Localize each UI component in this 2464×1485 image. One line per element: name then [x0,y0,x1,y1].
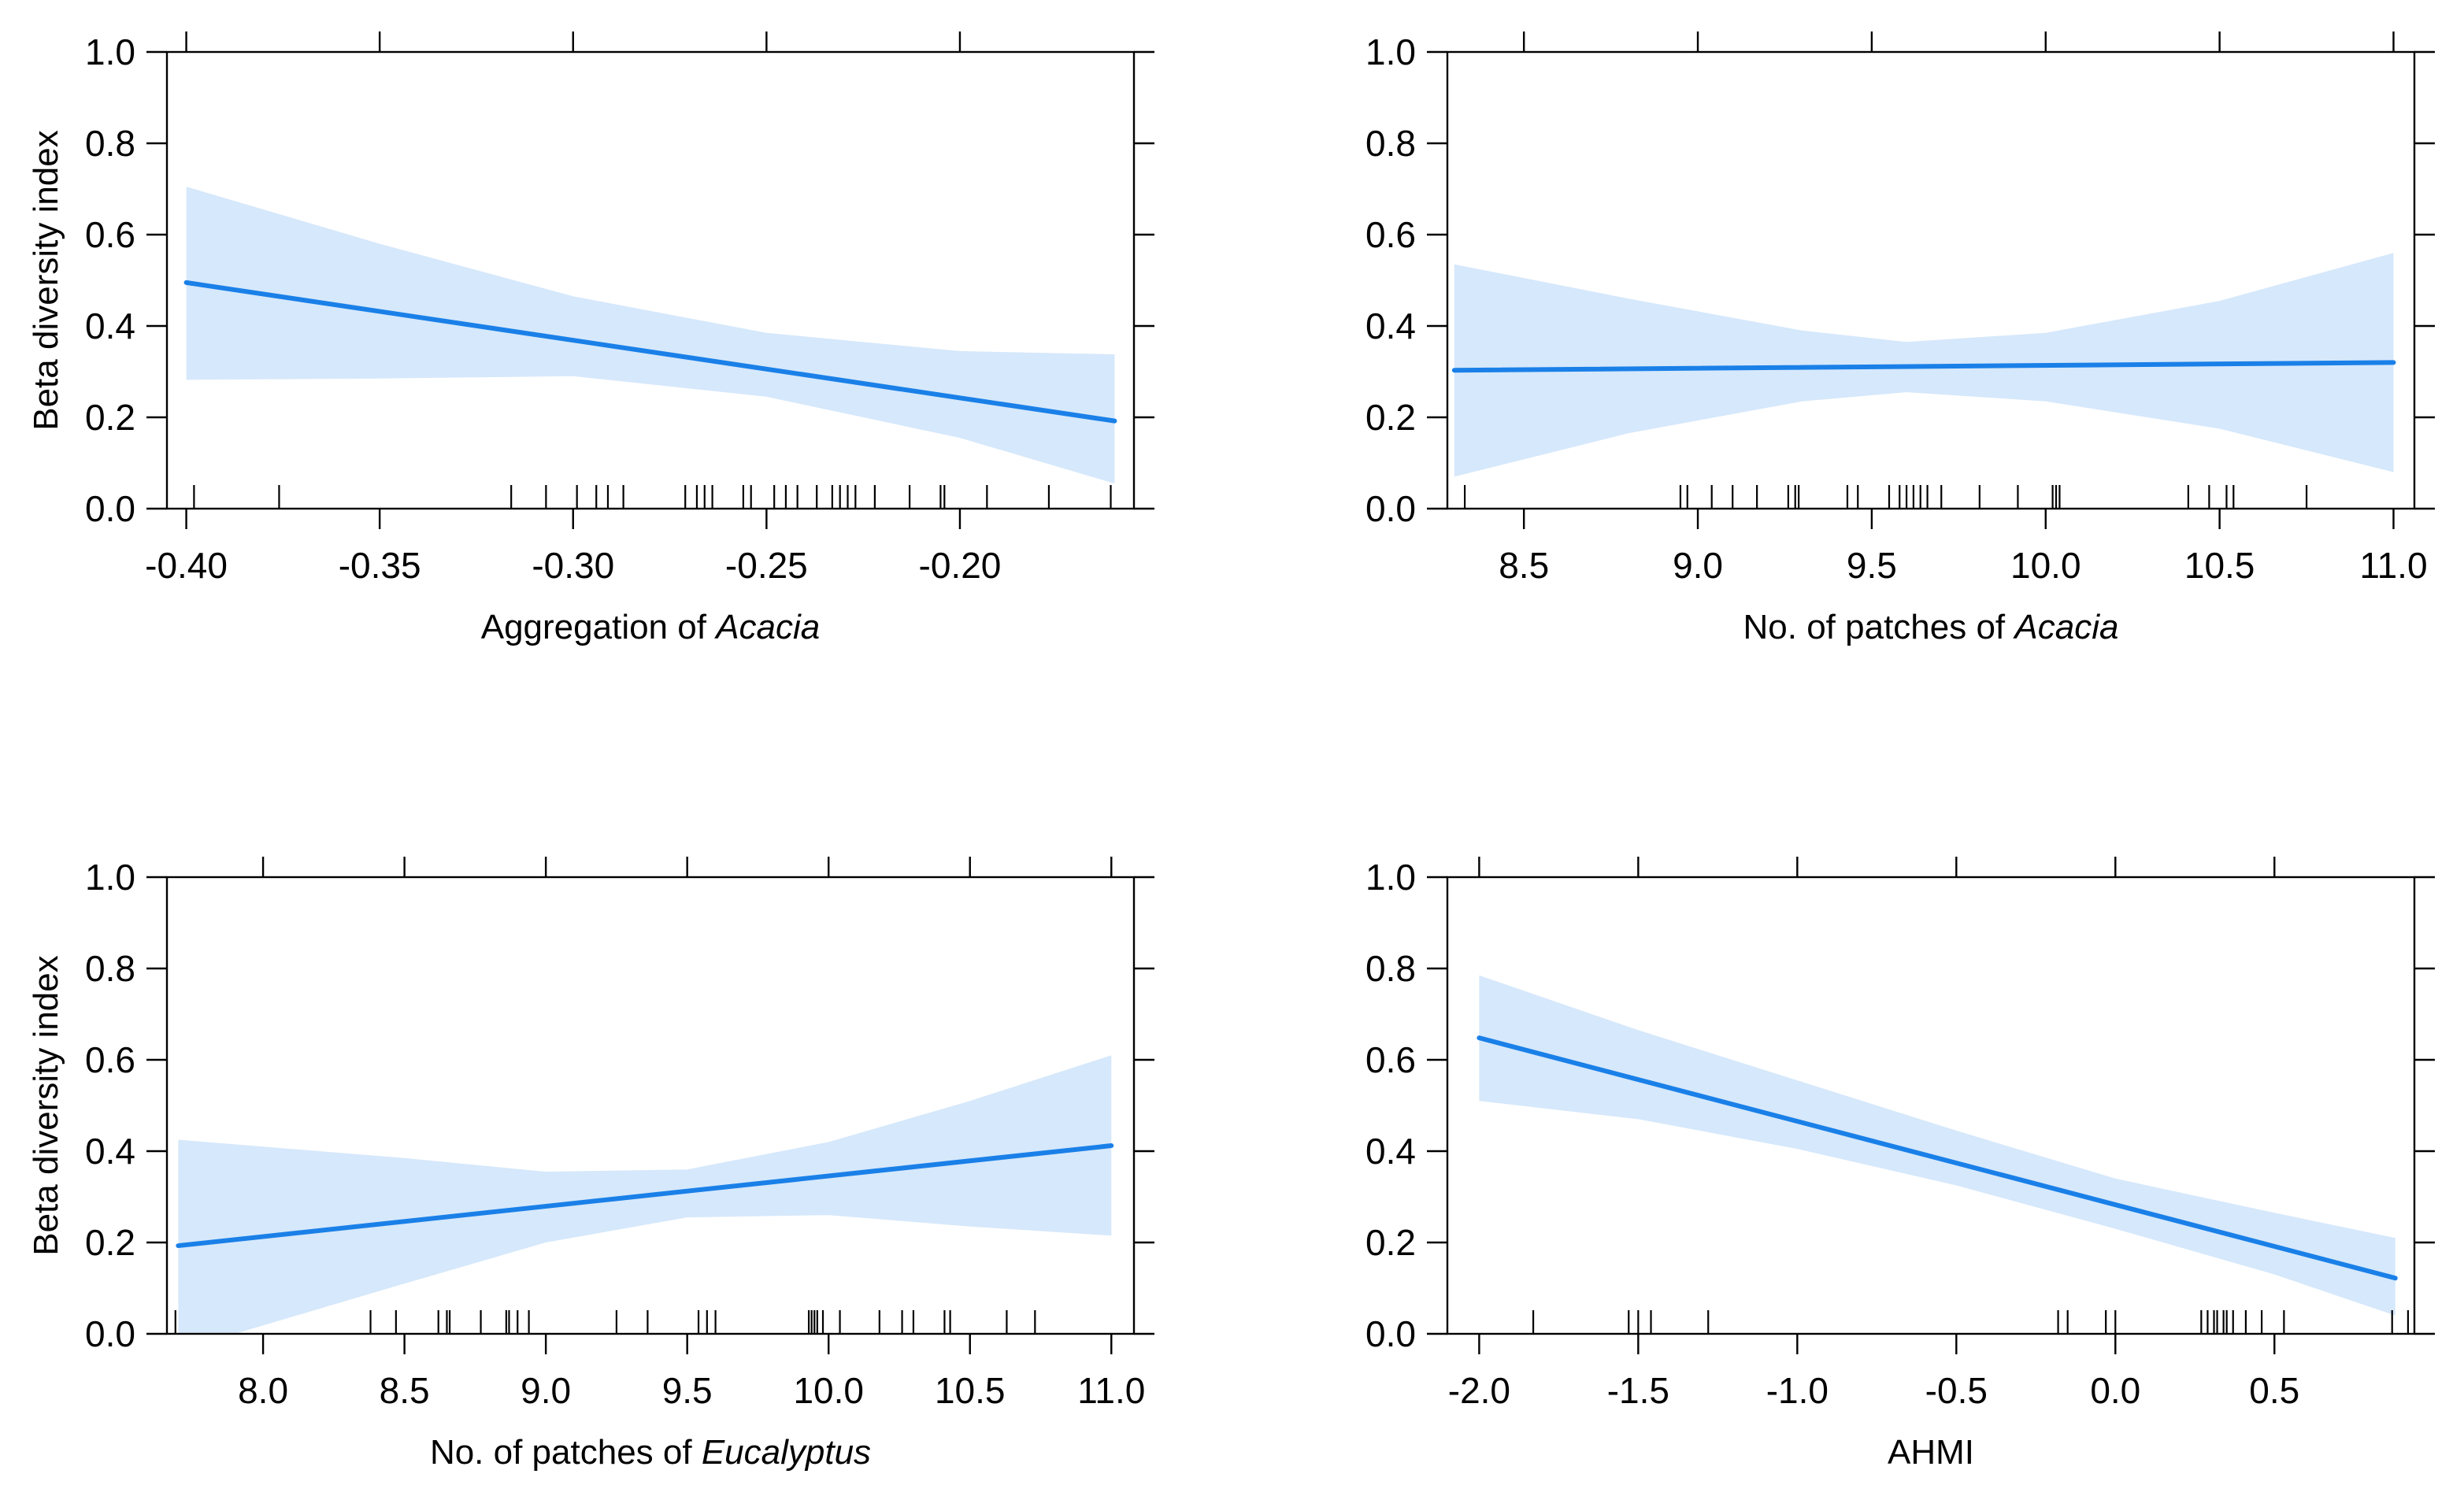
y-tick-label: 0.0 [1365,488,1416,529]
x-tick-label: -1.5 [1607,1370,1669,1411]
y-tick-label: 0.6 [1365,214,1416,255]
plot-area [1477,975,2398,1316]
y-tick-label: 0.8 [1365,948,1416,989]
fit-line [176,1143,1114,1249]
y-tick-label: 0.2 [1365,1222,1416,1263]
y-tick-label: 0.0 [85,488,135,529]
plot-area [176,1055,1114,1334]
x-axis-title: Aggregation of Acacia [481,608,821,646]
y-tick-label: 1.0 [1365,31,1416,72]
x-tick-label: 8.0 [238,1370,288,1411]
plot-area [183,187,1117,484]
x-tick-label: 10.0 [2010,545,2081,586]
fit-line [1477,1035,2398,1281]
x-tick-label: -2.0 [1448,1370,1510,1411]
fit-line [1451,360,2396,373]
panel-ahmi: 0.0 0.2 0.4 0.6 0.8 1.0 -2.0 -1.5 -1.0 -0.5 0.0 0.5… [1365,857,2435,1472]
panel-patches-acacia: 0.0 0.2 0.4 0.6 0.8 1.0 8.5 9.0 9.5 10.0 10.5 11.0 N… [1365,31,2435,646]
y-tick-label: 0.6 [85,214,135,255]
y-tick-label: 0.2 [85,397,135,438]
y-tick-label: 0.2 [85,1222,135,1263]
x-axis-title-text: AHMI [1888,1433,1974,1472]
y-tick-label: 0.0 [1365,1313,1416,1354]
x-axis-title-italic: Acacia [713,608,820,646]
x-tick-label: 9.5 [1847,545,1897,586]
y-tick-label: 0.4 [85,1131,135,1172]
confidence-band [178,1055,1112,1334]
x-axis-title-italic: Acacia [2012,608,2118,646]
x-axis-title: No. of patches of Eucalyptus [430,1433,871,1472]
x-tick-label: 9.5 [662,1370,713,1411]
panel-patches-eucalyptus: 0.0 0.2 0.4 0.6 0.8 1.0 8.0 8.5 9.0 9.5 10.0 10.5 11… [27,857,1154,1472]
x-tick-label: 0.0 [2090,1370,2140,1411]
y-tick-label: 0.4 [1365,306,1416,346]
plot-frame [165,876,1136,1335]
y-tick-label: 0.6 [1365,1039,1416,1080]
x-tick-label: 8.5 [380,1370,430,1411]
y-tick-label: 0.6 [85,1039,135,1080]
confidence-band [1479,975,2395,1316]
y-axis-title: Beta diversity index [27,130,65,431]
panel-aggregation-acacia: 0.0 0.2 0.4 0.6 0.8 1.0 -0.40 -0.35 -0.30 -0.25 -0… [27,31,1154,646]
x-tick-label: 9.0 [1673,545,1723,586]
x-axis-title: No. of patches of Acacia [1743,608,2119,646]
plot-frame [1446,50,2416,510]
x-tick-label: 9.0 [521,1370,571,1411]
x-tick-label: -0.5 [1925,1370,1988,1411]
x-tick-label: -0.35 [339,545,421,586]
x-tick-label: -1.0 [1766,1370,1829,1411]
x-tick-label: -0.25 [725,545,808,586]
y-tick-label: 0.4 [85,306,135,346]
x-tick-label: -0.20 [919,545,1002,586]
y-tick-label: 1.0 [85,31,135,72]
x-tick-label: -0.30 [532,545,614,586]
x-tick-label: 0.5 [2249,1370,2299,1411]
y-tick-label: 0.2 [1365,397,1416,438]
y-tick-label: 1.0 [85,857,135,898]
x-axis-title-text: No. of patches of [1743,608,2015,646]
x-tick-label: 10.5 [935,1370,1006,1411]
x-tick-label: 11.0 [1077,1370,1145,1411]
y-tick-label: 0.8 [1365,123,1416,164]
fit-line [183,280,1117,424]
plot-frame [1446,876,2416,1335]
x-axis-title-text: No. of patches of [430,1433,702,1472]
y-tick-label: 0.8 [85,948,135,989]
x-tick-label: 8.5 [1499,545,1549,586]
x-tick-label: 11.0 [2359,545,2427,586]
y-tick-label: 0.4 [1365,1131,1416,1172]
confidence-band [186,187,1115,484]
x-axis-title-italic: Eucalyptus [702,1433,871,1472]
y-tick-label: 1.0 [1365,857,1416,898]
y-tick-label: 0.0 [85,1313,135,1354]
y-axis-title: Beta diversity index [27,955,65,1256]
x-tick-label: 10.5 [2184,545,2255,586]
x-axis-title: AHMI [1888,1433,1974,1472]
plot-area [1451,253,2396,477]
x-tick-label: 10.0 [793,1370,864,1411]
y-tick-label: 0.8 [85,123,135,164]
x-axis-title-text: Aggregation of [481,608,716,646]
x-tick-label: -0.40 [145,545,228,586]
plot-frame [165,50,1136,510]
